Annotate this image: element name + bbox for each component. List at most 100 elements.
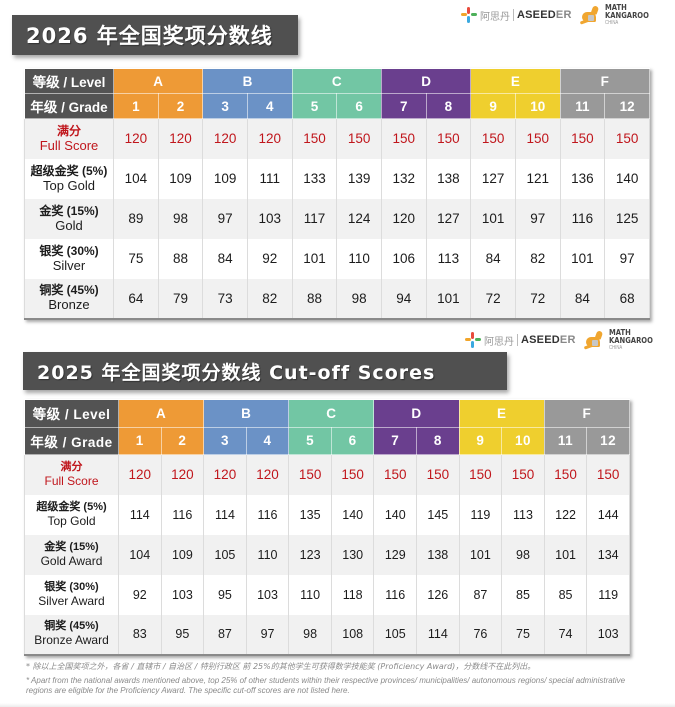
math-kangaroo-logo: MATH KANGAROO CHINA [579,4,657,26]
table-row: 超级金奖 (5%) Top Gold 104 109 109 111 133 139 132 13… [24,158,650,199]
score-cell: 110 [245,534,290,575]
score-cell: 92 [118,574,162,615]
grade-7: 7 [373,426,418,455]
score-cell: 150 [586,454,630,495]
score-cell: 110 [288,574,332,615]
score-cell: 123 [288,534,332,575]
score-cell: 106 [380,238,427,279]
cutoff-table-2026: 等级 / Level A B C D E F 年级 / Grade 1 2 3 4 5 6 7 8 9 10 11 1… [24,68,651,320]
score-cell: 113 [425,238,472,279]
score-cell: 101 [470,198,516,239]
score-cell: 83 [118,614,162,656]
grade-6: 6 [330,426,375,455]
table-row: 银奖 (30%) Silver 75 88 84 92 101 110 106 113 84 82 10… [24,238,650,279]
row-label-cn: 铜奖 (45%) [44,620,99,633]
score-cell: 116 [373,574,418,615]
score-cell: 105 [373,614,418,656]
score-cell: 124 [336,198,382,239]
score-cell: 120 [245,454,290,495]
grade-1: 1 [113,93,159,119]
level-c: C [288,399,375,428]
score-cell: 140 [373,494,418,535]
score-cell: 101 [458,534,503,575]
grade-10: 10 [514,93,561,119]
mk-line2: KANGAROO [604,11,649,20]
grade-row: 年级 / Grade 1 2 3 4 5 6 7 8 9 10 11 12 [24,426,630,455]
score-cell: 103 [246,198,293,239]
page-bottom-edge [0,703,675,707]
score-cell: 150 [416,454,460,495]
level-f: F [559,68,651,94]
mk-line3: CHINA [608,345,622,351]
row-label-en: Bronze [48,297,90,313]
grade-8: 8 [416,426,460,455]
score-cell: 120 [160,454,205,495]
score-cell: 103 [160,574,205,615]
row-label-en: Top Gold [47,513,96,528]
row-label: 金奖 (15%) Gold [24,198,114,239]
math-kangaroo-logo: MATH KANGAROO CHINA [583,329,661,351]
score-cell: 139 [336,158,382,199]
score-cell: 136 [559,158,606,199]
row-label-cn: 满分 [60,460,83,473]
score-cell: 97 [245,614,290,656]
score-cell: 75 [113,238,159,279]
title-2025: 2025 年全国奖项分数线 Cut-off Scores [23,352,507,390]
aseeder-logo: 阿思丹 ASEEDER [461,7,572,23]
score-cell: 120 [202,118,248,159]
grade-11: 11 [559,93,606,119]
level-e: E [470,68,561,94]
score-cell: 129 [373,534,418,575]
grade-header: 年级 / Grade [24,93,114,119]
grade-5: 5 [288,426,332,455]
score-cell: 118 [330,574,375,615]
logos-middle: 阿思丹 ASEEDER MATH KANGAROO CHINA [465,329,660,351]
aseeder-logo: 阿思丹 ASEEDER [465,332,576,348]
level-b: B [203,399,290,428]
footnote-en: * Apart from the national awards mention… [26,676,626,695]
score-cell: 144 [586,494,630,535]
table-row: 金奖 (15%) Gold 89 98 97 103 117 124 120 127 101 97 11… [24,198,650,239]
level-d: D [380,68,472,94]
aseeder-en-name: ASEEDER [521,334,576,346]
score-cell: 150 [514,118,561,159]
score-cell: 120 [157,118,204,159]
level-header: 等级 / Level [24,399,119,428]
grade-9: 9 [458,426,503,455]
table-row: 金奖 (15%) Gold Award 104 109 105 110 123 130 129 1… [24,534,630,575]
score-cell: 73 [202,278,248,320]
row-label: 铜奖 (45%) Bronze [24,278,114,320]
grade-6: 6 [336,93,382,119]
score-cell: 150 [373,454,418,495]
level-row: 等级 / Level A B C D E F [24,68,651,94]
score-cell: 89 [113,198,159,239]
score-cell: 84 [470,238,516,279]
grade-1: 1 [118,426,162,455]
row-label-cn: 银奖 (30%) [39,243,99,258]
score-cell: 76 [458,614,503,656]
score-cell: 150 [559,118,606,159]
aseeder-star-icon [465,332,481,348]
grade-12: 12 [604,93,650,119]
kangaroo-icon [579,4,602,26]
score-cell: 114 [118,494,162,535]
logo-divider [513,9,514,21]
level-a: A [117,399,205,428]
grade-header: 年级 / Grade [24,426,119,455]
row-label-cn: 满分 [56,123,81,138]
row-label: 铜奖 (45%) Bronze Award [24,614,119,656]
score-cell: 87 [203,614,247,656]
aseeder-cn-name: 阿思丹 [480,11,510,23]
score-cell: 103 [245,574,290,615]
score-cell: 85 [543,574,588,615]
row-label-en: Silver [52,257,86,273]
score-cell: 125 [604,198,650,239]
score-cell: 109 [157,158,204,199]
score-cell: 145 [416,494,460,535]
row-label-en: Gold Award [40,553,103,568]
score-cell: 72 [514,278,561,320]
score-cell: 133 [291,158,338,199]
score-cell: 150 [380,118,427,159]
score-cell: 97 [202,198,248,239]
score-cell: 104 [118,534,162,575]
